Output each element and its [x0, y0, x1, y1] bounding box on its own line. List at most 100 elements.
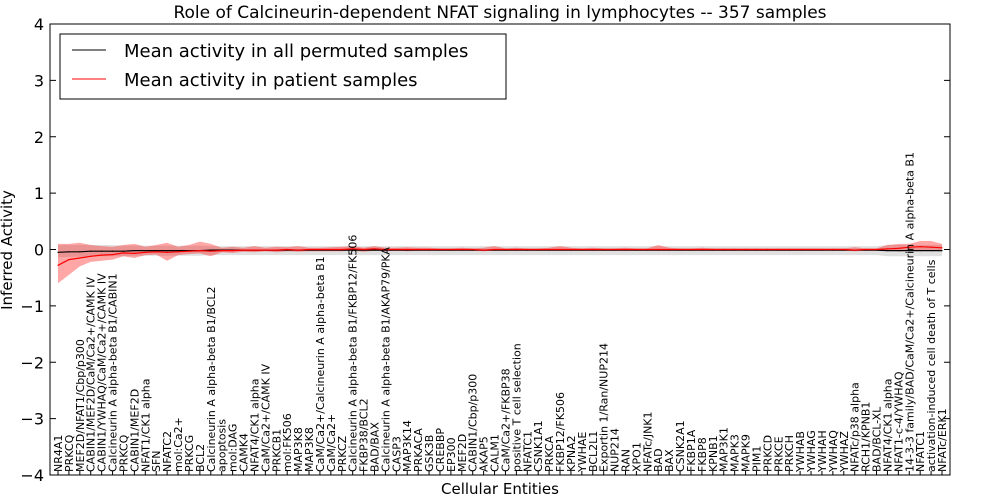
plot-frame	[49, 23, 951, 476]
data-point	[395, 248, 397, 251]
data-point	[930, 246, 932, 248]
x-tick-label: NFAT1/CK1 alpha	[139, 378, 152, 472]
data-point	[352, 248, 354, 250]
data-point	[919, 250, 921, 252]
data-point	[144, 251, 146, 253]
y-tick-label: −2	[20, 353, 44, 372]
x-tick-label: 14-3-3 family/BAD/CaM/Ca2+/Calcineurin A…	[903, 152, 916, 472]
data-point	[493, 248, 496, 251]
data-point	[635, 248, 638, 251]
data-point	[166, 251, 168, 253]
x-tick-label: Calcineurin A alpha-beta B1/BCL2	[205, 286, 218, 472]
data-point	[57, 251, 59, 253]
y-tick-label: −4	[20, 466, 44, 485]
x-tick-label: NFATc/p38 alpha	[849, 382, 862, 472]
data-point	[133, 250, 135, 252]
data-point	[679, 248, 681, 251]
x-tick-label: NFAT4/CK1 alpha	[881, 378, 894, 472]
x-tick-label: YWHAG	[805, 430, 818, 473]
data-point	[832, 248, 834, 251]
x-tick-label: PRKCH	[783, 435, 796, 472]
legend-box	[59, 33, 507, 100]
data-point	[919, 246, 921, 248]
data-point	[788, 248, 790, 251]
data-point	[57, 264, 59, 266]
series-band-0	[58, 245, 942, 258]
data-point	[668, 248, 670, 251]
data-point	[68, 251, 70, 253]
data-point	[570, 248, 572, 251]
x-tick-label: YWHAB	[794, 431, 807, 473]
data-point	[941, 247, 943, 249]
x-tick-label: PRKCB1	[270, 429, 283, 472]
data-point	[886, 248, 889, 250]
x-tick-label: PRKCD	[761, 435, 774, 472]
data-point	[581, 248, 583, 251]
data-point	[941, 250, 943, 252]
x-tick-label: MAPK3	[729, 434, 742, 472]
x-tick-label: FKBP12/FK506	[554, 392, 567, 472]
x-tick-label: CASP3	[390, 436, 403, 472]
data-point	[122, 250, 125, 252]
data-point	[537, 248, 539, 251]
x-tick-label: CaM/Ca2+/FKBP38	[500, 368, 513, 472]
x-tick-label: NFATC1	[914, 431, 927, 472]
x-tick-label: MAPK9	[740, 434, 753, 472]
data-point	[690, 248, 692, 251]
data-point	[461, 248, 463, 251]
x-tick-label: YWHAE	[576, 432, 589, 473]
x-tick-label: CSNK1A1	[532, 420, 545, 472]
data-point	[723, 248, 725, 251]
data-point	[133, 252, 135, 254]
x-tick-label: PRKCE	[772, 436, 785, 472]
x-tick-label: YWHAZ	[838, 431, 851, 473]
x-tick-label: EP300	[445, 437, 458, 472]
x-tick-label: NFAT1-c-4/YWHAQ	[892, 371, 905, 472]
data-point	[352, 249, 354, 251]
x-tick-label: mol:Ca2+	[172, 417, 185, 472]
data-point	[526, 248, 528, 251]
data-point	[68, 259, 70, 261]
data-point	[90, 255, 92, 257]
data-point	[330, 248, 332, 251]
x-tick-label: NR4A1	[52, 435, 65, 472]
data-point	[766, 248, 769, 251]
data-point	[504, 248, 507, 251]
data-point	[155, 251, 157, 253]
data-point	[843, 248, 845, 251]
data-point	[341, 248, 343, 251]
data-point	[373, 248, 376, 250]
x-tick-label: GSK3B	[423, 435, 436, 472]
x-tick-label: CABIN1/MEF2D/CaM/Ca2+/CAMK IV	[85, 277, 98, 472]
series-line-1	[57, 246, 943, 266]
data-point	[417, 248, 419, 251]
data-point	[624, 248, 627, 251]
x-tick-label: FKBP1A	[685, 429, 698, 472]
data-point	[221, 250, 223, 252]
x-tick-label: PRKCQ	[63, 434, 76, 472]
data-point	[286, 248, 288, 251]
data-point	[210, 250, 212, 252]
data-point	[908, 246, 910, 248]
x-tick-label: CABIN1/YWHAQ/CaM/Ca2+/CAMK IV	[96, 273, 109, 472]
x-tick-label: NFATC2	[161, 431, 174, 472]
data-point	[439, 248, 441, 251]
x-tick-label: mol:FK506	[281, 413, 294, 472]
x-tick-label: mol:DAG	[227, 424, 240, 472]
data-point	[373, 249, 376, 251]
x-tick-label: FKBP38/BCL2	[358, 398, 371, 472]
x-tick-label: NFATc/ERK1	[936, 408, 949, 472]
x-tick-label: PRKACA	[412, 428, 425, 472]
x-tick-label: MEF2D/NFAT1/Cbp/p300	[74, 339, 87, 472]
data-point	[745, 248, 747, 251]
x-tick-label: NFATC1	[521, 431, 534, 472]
x-tick-label: CaM/Ca2+/CAMK IV	[259, 363, 272, 472]
chart-title: Role of Calcineurin-dependent NFAT signa…	[173, 3, 826, 23]
data-point	[908, 250, 910, 252]
data-point	[777, 248, 779, 251]
data-point	[210, 249, 212, 251]
x-tick-label: MAP3K8	[303, 427, 316, 472]
x-tick-label: Calcineurin A alpha-beta B1/AKAP79/PKA	[379, 247, 392, 472]
data-point	[79, 251, 81, 253]
y-tick-label: 0	[34, 241, 44, 260]
